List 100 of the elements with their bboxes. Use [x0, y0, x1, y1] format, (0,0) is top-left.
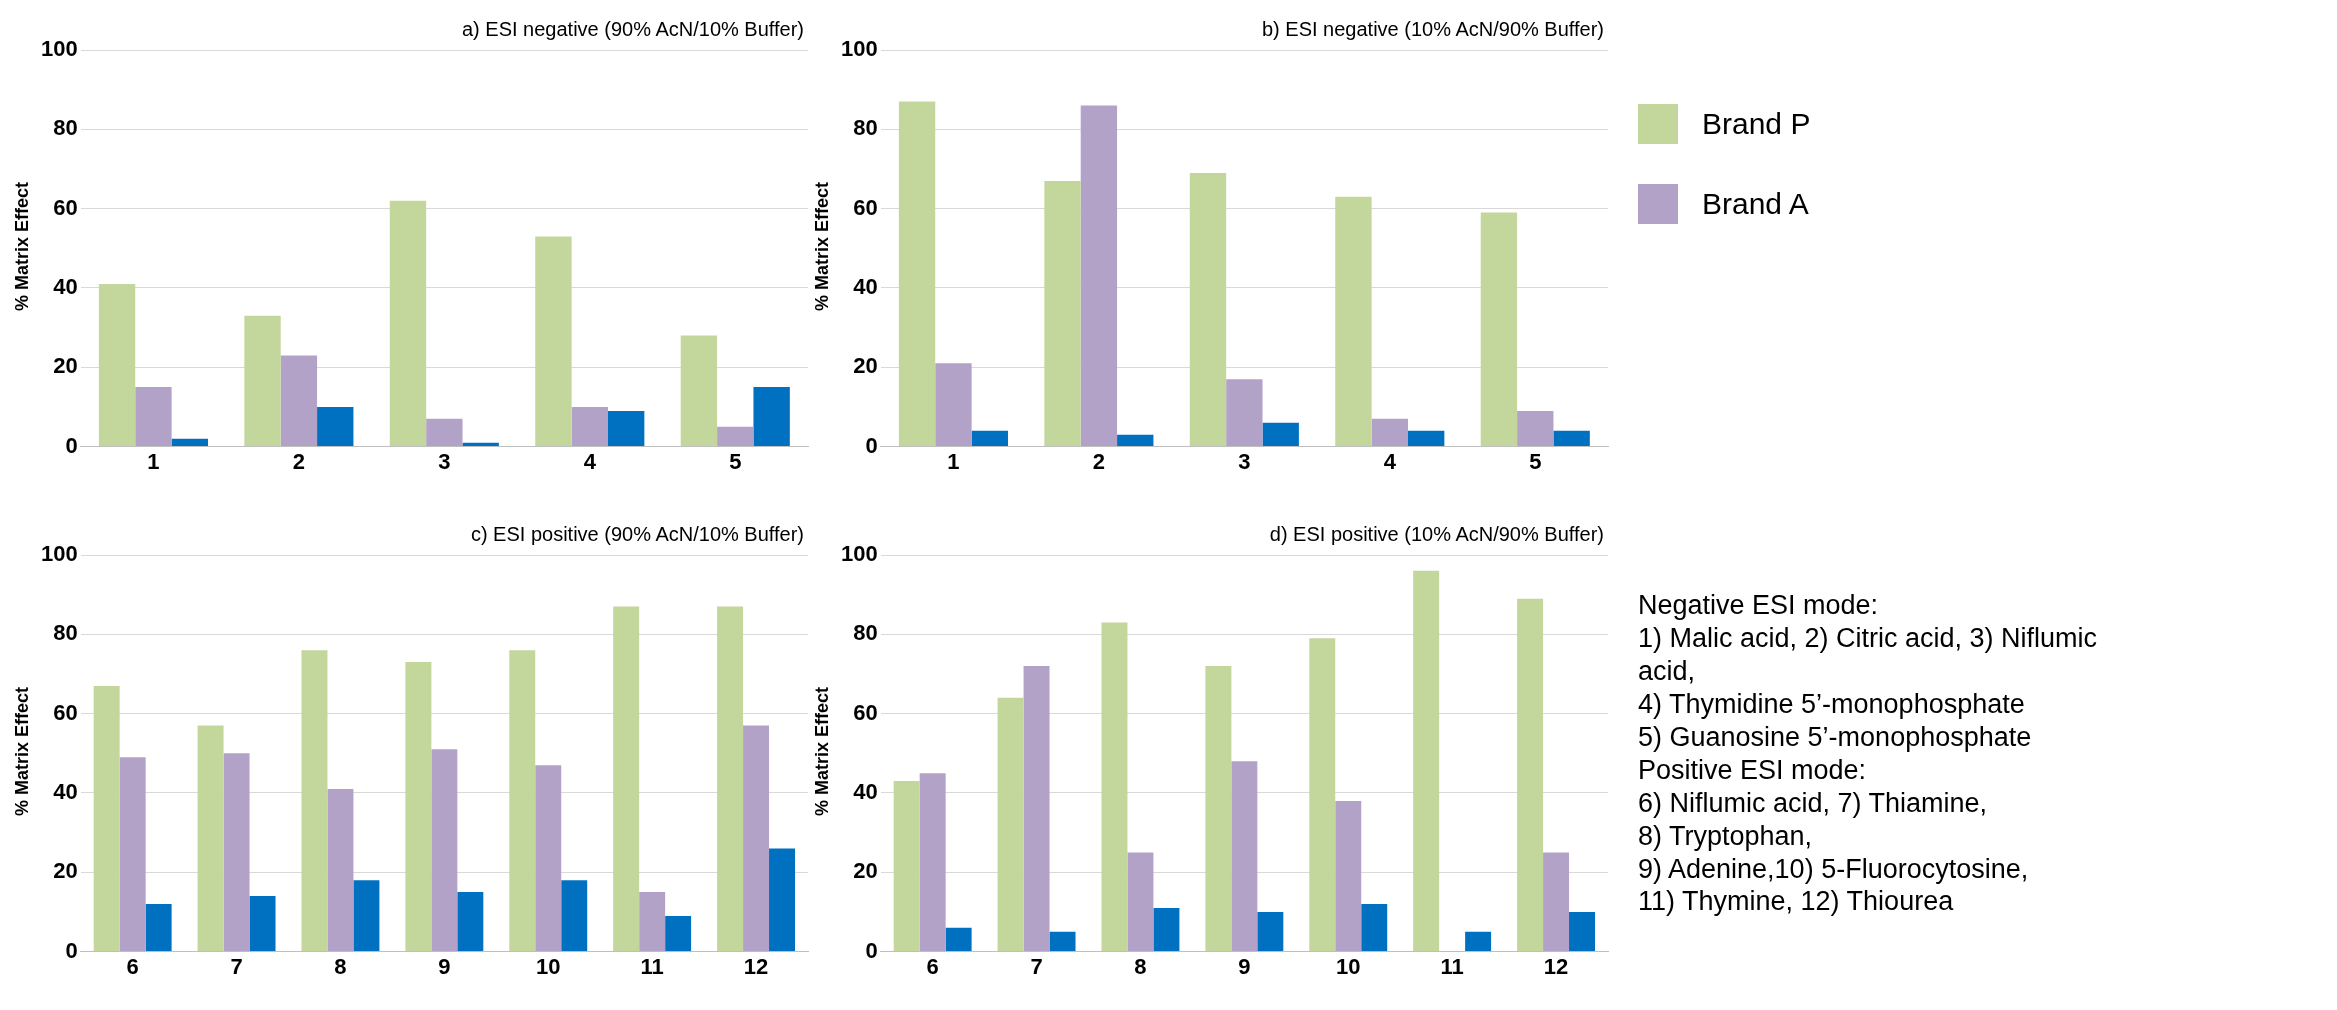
y-axis-title: % Matrix Effect	[12, 686, 34, 817]
bar	[119, 757, 146, 952]
bar	[1543, 852, 1570, 952]
bar	[535, 765, 562, 952]
bar	[919, 773, 946, 952]
bar	[935, 363, 972, 447]
bar	[639, 892, 666, 952]
bar	[607, 410, 645, 447]
bar	[249, 896, 276, 952]
y-tick-label: 60	[853, 699, 878, 725]
bar	[1231, 761, 1258, 952]
y-tick-label: 100	[840, 541, 878, 567]
bar	[171, 438, 208, 447]
bar	[769, 848, 796, 952]
bar	[753, 387, 790, 447]
y-tick-label: 40	[53, 779, 78, 805]
y-tick-label: 100	[40, 541, 78, 567]
bar	[431, 749, 458, 952]
bar	[1080, 105, 1118, 447]
bar	[426, 418, 463, 447]
bar	[93, 685, 120, 952]
bar	[197, 725, 224, 952]
bar	[945, 927, 972, 952]
text: Negative ESI mode:	[1638, 589, 1880, 622]
text: 1) Malic acid, 2) Citric acid, 3) Niflumic acid,	[1638, 621, 2099, 688]
x-tick-label: 10	[1336, 953, 1361, 979]
bar	[457, 892, 484, 952]
bar	[1044, 180, 1081, 447]
y-axis-title: % Matrix Effect	[812, 181, 834, 312]
bar	[1407, 430, 1445, 447]
y-tick-label: 40	[853, 779, 878, 805]
bar	[389, 200, 427, 447]
bar	[561, 880, 588, 952]
bar	[571, 406, 608, 447]
bar	[665, 915, 692, 952]
y-tick-label: 60	[853, 194, 878, 220]
x-tick-label: 1	[147, 448, 160, 474]
bar	[1127, 852, 1154, 952]
chart-title: b) ESI negative (10% AcN/90% Buffer)	[1261, 18, 1604, 41]
bar	[145, 904, 172, 952]
x-tick-label: 5	[729, 448, 742, 474]
bar	[1465, 931, 1492, 952]
x-tick-label: 9	[438, 953, 451, 979]
text: Positive ESI mode:	[1638, 753, 1868, 787]
bar	[1335, 800, 1362, 952]
bar	[680, 335, 718, 447]
y-axis-title: % Matrix Effect	[812, 686, 834, 817]
chart-title: d) ESI positive (10% AcN/90% Buffer)	[1269, 523, 1604, 546]
bar	[405, 662, 432, 952]
bar	[1189, 172, 1227, 447]
bar	[898, 101, 936, 447]
x-tick-label: 3	[438, 448, 451, 474]
bar	[1517, 410, 1554, 447]
x-tick-label: 12	[743, 953, 769, 979]
bar	[613, 606, 640, 952]
x-tick-label: 5	[1529, 448, 1542, 474]
x-tick-label: 4	[583, 448, 597, 474]
bar	[997, 697, 1024, 952]
bar	[1309, 638, 1336, 952]
y-tick-label: 20	[853, 353, 878, 379]
bar	[317, 406, 354, 447]
bar	[893, 781, 920, 952]
bar	[327, 788, 354, 952]
y-tick-label: 40	[53, 274, 78, 300]
y-tick-label: 0	[865, 937, 878, 963]
bar	[1371, 418, 1408, 447]
legend-label: Brand A	[1702, 187, 1809, 221]
y-tick-label: 20	[853, 858, 878, 884]
text: 6) Niflumic acid, 7) Thiamine,	[1638, 786, 1989, 820]
x-tick-label: 3	[1238, 448, 1251, 474]
x-tick-label: 7	[230, 953, 243, 979]
bar	[98, 283, 136, 447]
bar	[353, 880, 380, 952]
chart-title: a) ESI negative (90% AcN/10% Buffer)	[461, 18, 804, 41]
bar	[509, 650, 536, 952]
y-tick-label: 40	[853, 274, 878, 300]
bar	[1361, 904, 1388, 952]
x-tick-label: 8	[1134, 953, 1147, 979]
x-tick-label: 8	[334, 953, 347, 979]
bar	[1153, 907, 1180, 952]
y-tick-label: 0	[65, 432, 78, 458]
bar	[1262, 422, 1299, 447]
x-tick-label: 11	[1440, 953, 1464, 979]
x-tick-label: 2	[1092, 448, 1106, 474]
bar	[1101, 622, 1128, 952]
x-tick-label: 2	[292, 448, 306, 474]
text: 11) Thymine, 12) Thiourea	[1638, 885, 1955, 919]
bar	[1480, 212, 1518, 447]
x-tick-label: 4	[1383, 448, 1397, 474]
bar	[1226, 379, 1263, 447]
bar	[1049, 931, 1076, 952]
bar	[223, 753, 250, 952]
bar	[1335, 196, 1372, 447]
bar	[1553, 430, 1590, 447]
y-axis-title: % Matrix Effect	[12, 181, 34, 312]
bar	[244, 315, 281, 447]
bar	[301, 650, 328, 952]
text: 5) Guanosine 5’-monophosphate	[1638, 720, 2033, 754]
y-tick-label: 20	[53, 858, 78, 884]
x-tick-label: 9	[1238, 953, 1251, 979]
